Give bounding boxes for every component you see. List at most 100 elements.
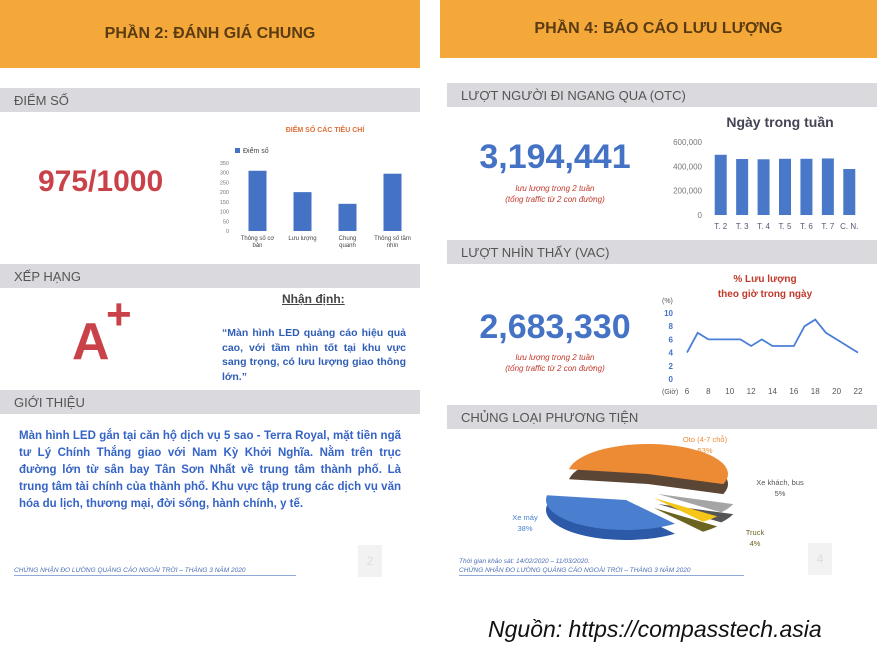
pie-slice [658,494,734,513]
right-page-header: PHẦN 4: BÁO CÁO LƯU LƯỢNG [440,0,877,58]
y-tick-label: 250 [220,180,229,186]
x-tick-label: Lưu lượng [288,236,316,242]
y-tick-label: 400,000 [673,162,702,171]
bar [383,173,402,231]
pie-slice [654,498,718,522]
y-tick-label: 0 [226,229,229,235]
y-tick-label: 50 [223,219,229,225]
bar [821,158,834,215]
x-axis-label: (Giờ) [662,389,678,396]
pie-label: Oto (4-7 chỗ) [683,435,728,444]
x-tick-label: Thông số cơ [241,236,275,242]
vac-value: 2,683,330 [479,308,631,346]
bar [714,154,727,215]
rank-section-header: XẾP HẠNG [0,264,420,288]
x-tick-label: 16 [789,387,798,396]
y-tick-label: 200 [220,190,229,196]
left-footer: CHỨNG NHẬN ĐO LƯỜNG QUẢNG CÁO NGOÀI TRỜI… [14,567,296,576]
right-footer: CHỨNG NHẬN ĐO LƯỜNG QUẢNG CÁO NGOÀI TRỜI… [459,567,744,576]
chart-title: theo giờ trong ngày [718,289,813,300]
y-tick-label: 150 [220,200,229,206]
score-section-header: ĐIỂM SỐ [0,88,420,112]
vehicle-section-header: CHỦNG LOẠI PHƯƠNG TIỆN [447,405,877,429]
vehicle-pie-chart: Oto (4-7 chỗ) 53% Xe khách, bus 5% Truck 4% Xe… [512,435,804,548]
legend-swatch [235,148,240,153]
score-chart: ĐIỂM SỐ CÁC TIÊU CHÍ Điểm số 0 50 100 150 200 2… [220,124,411,249]
y-tick-label: 10 [664,309,673,318]
x-tick-label: 6 [685,387,690,396]
page-number: 2 [358,545,382,577]
otc-note-line: (tổng traffic từ 2 con đường) [505,195,605,204]
chart-title: % Lưu lượng [733,274,796,285]
x-tick-label: Chung [339,236,357,242]
y-tick-label: 2 [669,362,674,371]
x-tick-label: nhìn [387,243,399,249]
otc-note: lưu lượng trong 2 tuần (tổng traffic từ 2… [460,183,650,205]
y-tick-label: 200,000 [673,187,702,196]
y-tick-label: 100 [220,210,229,216]
y-tick-label: 300 [220,171,229,177]
pie-label: Truck [746,528,765,537]
bar [293,192,312,231]
legend-label: Điểm số [243,146,269,155]
bar [779,158,791,215]
pie-label: Xe máy [512,513,538,522]
x-tick-label: 18 [811,387,820,396]
x-tick-label: quanh [339,243,356,249]
x-tick-label: T. 6 [800,222,813,231]
rank-plus: + [106,290,132,339]
intro-text: Màn hình LED gắn tại căn hộ dịch vụ 5 sa… [19,430,401,510]
otc-section-header: LƯỢT NGƯỜI ĐI NGANG QUA (OTC) [447,83,877,107]
data-line [686,318,859,354]
pie-slice-side [654,508,718,532]
x-tick-label: 20 [832,387,841,396]
pie-label: Xe khách, bus [756,478,804,487]
otc-value: 3,194,441 [479,138,631,176]
bar [338,203,357,231]
survey-period: Thời gian khảo sát: 14/02/2020 – 11/03/2… [459,558,590,565]
x-tick-label: 10 [725,387,734,396]
y-tick-label: 350 [220,161,229,167]
x-tick-label: 14 [768,387,777,396]
x-tick-label: C. N. [840,222,858,231]
weekday-chart: Ngày trong tuần 0 200,000 400,000 600,000 T. … [673,114,858,231]
pie-slice [568,443,728,485]
pie-percent: 4% [750,539,761,548]
y-tick-label: 6 [669,335,674,344]
rank-grade: A [72,313,110,371]
vac-note: lưu lượng trong 2 tuần (tổng traffic từ 2… [460,352,650,374]
bar [843,169,856,215]
x-tick-label: T. 3 [736,222,749,231]
y-tick-label: 0 [669,375,674,384]
bar [248,170,267,231]
assessment-title: Nhận định: [282,292,345,306]
x-tick-label: T. 7 [821,222,834,231]
vac-section-header: LƯỢT NHÌN THẤY (VAC) [447,240,877,264]
vac-note-line: (tổng traffic từ 2 con đường) [505,364,605,373]
chart-title: ĐIỂM SỐ CÁC TIÊU CHÍ [286,124,366,134]
y-tick-label: 4 [669,349,674,358]
bar [736,159,749,215]
x-tick-label: Thông số tầm [374,236,411,242]
left-page-header: PHẦN 2: ĐÁNH GIÁ CHUNG [0,0,420,68]
vac-note-line: lưu lượng trong 2 tuần [515,353,595,362]
assessment-text: “Màn hình LED quảng cáo hiệu quả cao, vớ… [222,327,406,383]
pie-slice [546,495,676,530]
pie-percent: 53% [697,446,712,455]
y-tick-label: 8 [669,322,674,331]
intro-section-header: GIỚI THIỆU [0,390,420,414]
x-tick-label: T. 2 [714,222,727,231]
x-tick-label: 12 [747,387,756,396]
x-tick-label: T. 5 [779,222,792,231]
x-tick-label: T. 4 [757,222,770,231]
bar [757,159,770,215]
pie-percent: 5% [775,489,786,498]
score-value: 975/1000 [38,165,164,198]
page-number: 4 [808,543,832,575]
x-tick-label: 22 [854,387,863,396]
otc-note-line: lưu lượng trong 2 tuần [515,184,595,193]
pie-percent: 38% [517,524,532,533]
hourly-chart: % Lưu lượng theo giờ trong ngày (%) (Giờ) 0 2… [662,274,863,396]
y-tick-label: 600,000 [673,138,702,147]
x-tick-label: bản [252,243,262,249]
